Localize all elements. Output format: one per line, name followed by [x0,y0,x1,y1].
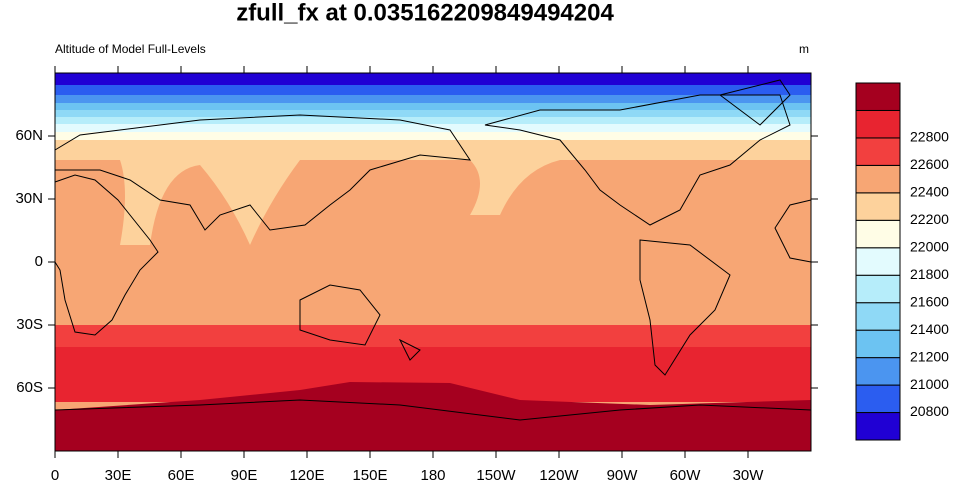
colorbar-box [855,247,901,276]
x-tick-label: 0 [51,467,59,484]
colorbar-box [855,302,901,331]
colorbar-box [855,192,901,221]
right-string: m [799,42,809,56]
colorbar-box [855,384,901,414]
fill-band [55,124,811,132]
colorbar-box [855,412,901,441]
x-tick-label: 60E [168,467,195,484]
fill-band [55,95,811,103]
x-tick-label: 90E [231,467,258,484]
y-tick-label: 60N [15,127,43,144]
left-string: Altitude of Model Full-Levels [55,42,206,56]
x-tick-label: 120E [289,467,324,484]
x-tick-label: 60W [670,467,702,484]
x-tick-label: 30E [105,467,132,484]
coastline [398,338,421,361]
colorbar-label: 21000 [910,376,949,392]
colorbar-label: 21400 [910,321,949,337]
coastline [299,284,381,346]
x-tick-label: 120W [539,467,579,484]
coastline [774,199,812,263]
y-tick-label: 30S [16,316,43,333]
colorbar-label: 20800 [910,403,949,419]
field-fill [55,73,811,451]
colorbar-box [855,329,901,359]
fill-band [55,110,811,117]
y-tick-label: 0 [35,253,43,270]
x-tick-label: 90W [607,467,639,484]
colorbar-label: 22600 [910,156,949,172]
coastline [54,399,812,421]
fill-band [55,117,811,124]
y-tick-label: 60S [16,379,43,396]
title: zfull_fx at 0.035162209849494204 [236,0,614,26]
colorbar-box [855,109,901,139]
fill-band [55,132,811,140]
colorbar-box [855,164,901,194]
coastline [54,174,159,336]
fill-band [55,382,811,451]
fill-band [55,325,811,347]
coastline [639,239,731,376]
coastline [54,114,472,231]
colorbar-box [855,357,901,386]
fill-band [55,85,811,95]
colorbar-label: 21600 [910,293,949,309]
fill-band [55,140,811,245]
colorbar-box [855,219,901,249]
colorbar-label: 22200 [910,211,949,227]
colorbar-box [855,274,901,304]
colorbar-label: 21200 [910,348,949,364]
x-tick-label: 30W [733,467,765,484]
coastlines [54,79,812,421]
colorbar-label: 22400 [910,184,949,200]
y-tick-label: 30N [15,190,43,207]
coastline [718,79,791,126]
x-tick-label: 180 [420,467,445,484]
colorbar-box [855,82,901,111]
x-tick-label: 150W [476,467,516,484]
coastline [484,94,791,226]
colorbar-label: 21800 [910,266,949,282]
colorbar-box [855,137,901,166]
x-tick-label: 150E [352,467,387,484]
fill-band [55,103,811,110]
colorbar-label: 22800 [910,129,949,145]
colorbar-label: 22000 [910,238,949,254]
fill-band [55,73,811,85]
